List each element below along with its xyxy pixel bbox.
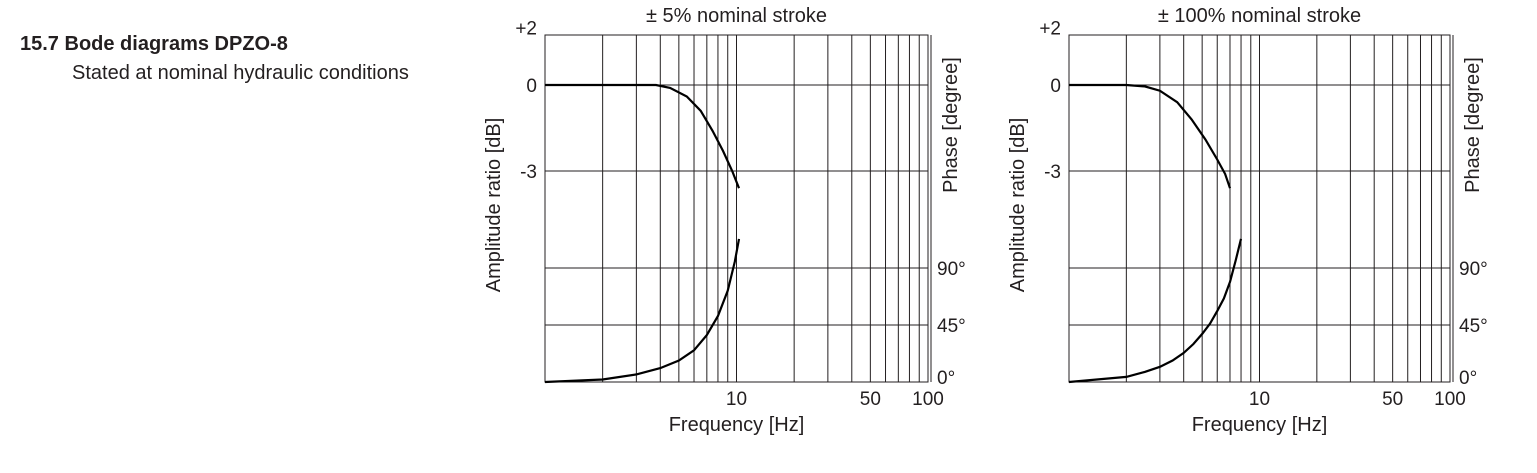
amplitude-curve: [545, 83, 741, 189]
x-tick-label: 100: [1434, 389, 1466, 410]
amplitude-tick-label: 0: [1050, 76, 1061, 97]
x-tick-label: 100: [912, 389, 944, 410]
phase-tick-label: 90°: [1459, 259, 1488, 280]
x-tick-label: 50: [1382, 389, 1403, 410]
section-subheading: Stated at nominal hydraulic conditions: [72, 62, 409, 84]
section-number: 15.7: [20, 33, 59, 55]
x-axis-label: Frequency [Hz]: [1192, 414, 1328, 436]
bode-chart-5-percent: ± 5% nominal stroke +2 0 -3 90° 45° 0° 10 50 100 F…: [483, 5, 966, 436]
amplitude-tick-label: +2: [515, 19, 537, 40]
phase-curve: [1068, 238, 1243, 384]
section-title: Bode diagrams DPZO-8: [64, 33, 288, 55]
amplitude-tick-label: -3: [520, 162, 537, 183]
amplitude-tick-label: -3: [1044, 162, 1061, 183]
x-tick-label: 50: [860, 389, 881, 410]
phase-tick-label: 45°: [937, 316, 966, 337]
phase-curve: [544, 238, 741, 384]
chart-title: ± 5% nominal stroke: [646, 5, 827, 27]
phase-tick-label: 45°: [1459, 316, 1488, 337]
y-axis-label-left: Amplitude ratio [dB]: [483, 118, 505, 293]
amplitude-tick-label: 0: [526, 76, 537, 97]
amplitude-curve: [1069, 83, 1232, 189]
y-axis-label-right: Phase [degree]: [940, 57, 962, 193]
phase-tick-label: 0°: [1459, 368, 1477, 389]
amplitude-tick-label: +2: [1039, 19, 1061, 40]
y-axis-label-right: Phase [degree]: [1462, 57, 1484, 193]
bode-chart-100-percent: ± 100% nominal stroke +2 0 -3 90° 45° 0° 10 50 10…: [1007, 5, 1488, 436]
section-heading: 15.7 Bode diagrams DPZO-8: [20, 33, 288, 56]
phase-tick-label: 90°: [937, 259, 966, 280]
y-axis-label-left: Amplitude ratio [dB]: [1007, 118, 1029, 293]
x-tick-label: 10: [1249, 389, 1270, 410]
chart-title: ± 100% nominal stroke: [1158, 5, 1361, 27]
x-axis-label: Frequency [Hz]: [669, 414, 805, 436]
x-tick-label: 10: [726, 389, 747, 410]
phase-tick-label: 0°: [937, 368, 955, 389]
